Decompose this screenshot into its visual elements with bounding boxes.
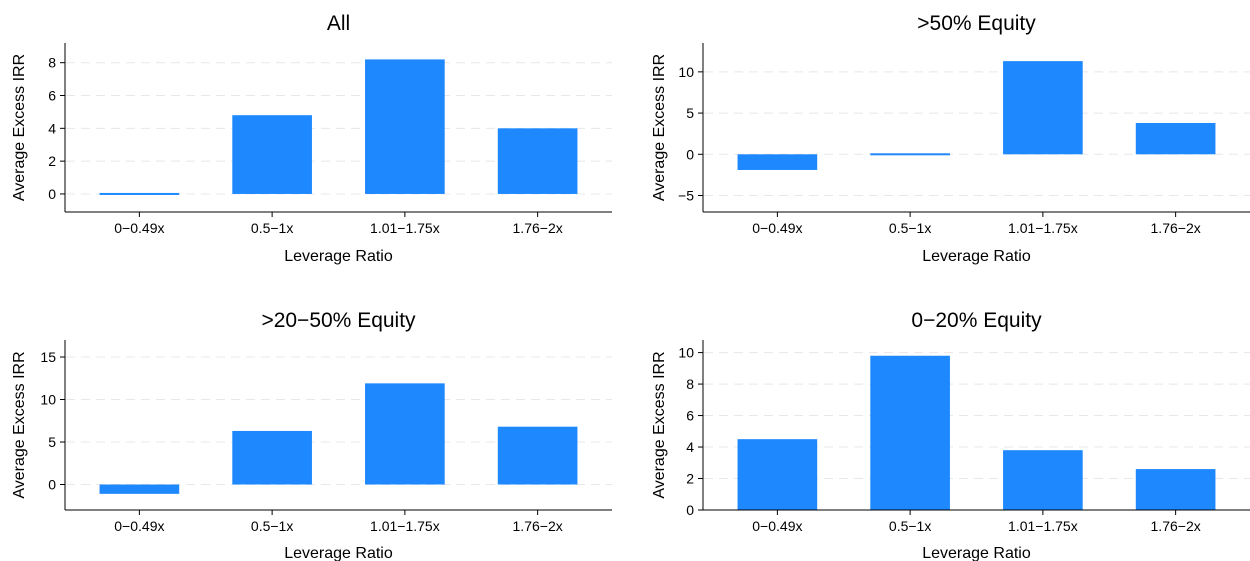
x-tick-label: 1.76−2x — [1151, 220, 1201, 236]
chart-title: >20−50% Equity — [261, 309, 416, 332]
x-axis-label: Leverage Ratio — [922, 545, 1031, 561]
bar — [1003, 61, 1083, 155]
x-tick-label: 0.5−1x — [889, 220, 931, 236]
x-tick-label: 0.5−1x — [251, 220, 293, 236]
bar — [99, 484, 180, 494]
x-tick-label: 1.01−1.75x — [1008, 220, 1078, 236]
y-axis-label: Average Excess IRR — [651, 351, 668, 498]
y-axis-label: Average Excess IRR — [11, 54, 28, 201]
bar — [232, 115, 312, 194]
x-axis-label: Leverage Ratio — [922, 248, 1031, 265]
y-tick-label: 10 — [678, 345, 694, 361]
x-tick-label: 1.01−1.75x — [1008, 518, 1078, 534]
bar — [870, 355, 950, 510]
chart-title: All — [327, 12, 350, 35]
bar — [365, 59, 445, 194]
bar — [737, 439, 818, 510]
x-tick-label: 0−0.49x — [114, 518, 164, 534]
bar — [1135, 469, 1216, 510]
x-tick-label: 0.5−1x — [251, 518, 293, 534]
bar — [1135, 122, 1216, 155]
bar — [497, 426, 578, 485]
x-tick-label: 1.01−1.75x — [370, 220, 440, 236]
chart-panel-1: 0 2 4 6 8 0−0.49x 0.5−1x 1.01−1.75x 1.76−2x All Le… — [11, 12, 612, 265]
bar — [497, 128, 578, 194]
y-tick-label: 6 — [686, 408, 694, 424]
bar — [232, 430, 312, 485]
y-tick-label: 5 — [48, 434, 56, 450]
x-tick-label: 0−0.49x — [114, 220, 164, 236]
y-axis-label: Average Excess IRR — [651, 54, 668, 201]
x-tick-label: 1.76−2x — [513, 518, 563, 534]
y-tick-label: 8 — [686, 376, 694, 392]
x-tick-label: 0−0.49x — [752, 220, 802, 236]
y-tick-label: 0 — [48, 186, 56, 202]
chart-title: 0−20% Equity — [911, 309, 1042, 332]
bar — [1003, 450, 1083, 510]
y-tick-label: 10 — [40, 392, 56, 408]
x-axis-label: Leverage Ratio — [284, 248, 393, 265]
x-tick-label: 1.76−2x — [1151, 518, 1201, 534]
y-tick-label: 0 — [48, 477, 56, 493]
y-tick-label: 2 — [48, 153, 56, 169]
chart-panel-3: 0 5 10 15 0−0.49x 0.5−1x 1.01−1.75x 1.76−2x >20−… — [11, 309, 612, 561]
y-tick-label: 8 — [48, 55, 56, 71]
x-tick-label: 0−0.49x — [752, 518, 802, 534]
y-tick-label: −5 — [678, 188, 694, 204]
y-tick-label: 10 — [678, 64, 694, 80]
chart-panel-4: 0 2 4 6 8 10 0−0.49x 0.5−1x 1.01−1.75x 1.76−2x 0−2… — [651, 309, 1250, 561]
y-tick-label: 0 — [686, 146, 694, 162]
bar — [737, 154, 818, 170]
x-tick-label: 1.01−1.75x — [370, 518, 440, 534]
bar — [870, 153, 950, 156]
bar — [365, 383, 445, 485]
y-tick-label: 4 — [686, 439, 694, 455]
y-tick-label: 4 — [48, 120, 56, 136]
chart-title: >50% Equity — [917, 12, 1036, 35]
x-tick-label: 0.5−1x — [889, 518, 931, 534]
y-tick-label: 5 — [686, 105, 694, 121]
y-axis-label: Average Excess IRR — [11, 351, 28, 498]
y-tick-label: 15 — [40, 349, 56, 365]
x-axis-label: Leverage Ratio — [284, 545, 393, 561]
y-tick-label: 2 — [686, 471, 694, 487]
bar — [99, 192, 180, 195]
y-tick-label: 0 — [686, 502, 694, 518]
y-tick-label: 6 — [48, 88, 56, 104]
x-tick-label: 1.76−2x — [513, 220, 563, 236]
chart-panel-2: −5 0 5 10 0−0.49x 0.5−1x 1.01−1.75x 1.76−2x >50%… — [651, 12, 1250, 265]
